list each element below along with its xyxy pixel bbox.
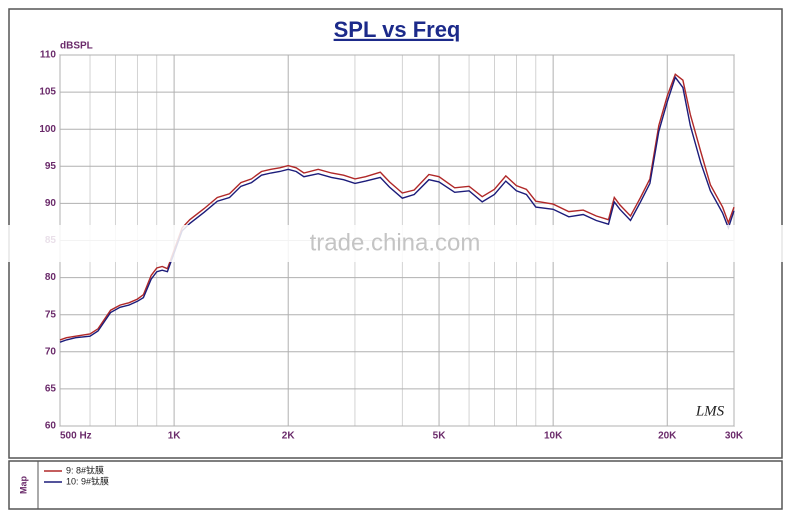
x-tick-label: 30K xyxy=(725,431,744,442)
x-tick-label: 2K xyxy=(282,431,296,442)
chart-title: SPL vs Freq xyxy=(334,17,461,42)
series-line xyxy=(59,75,735,343)
legend-frame xyxy=(8,460,783,510)
legend-entry: 10: 9#钛膜 xyxy=(66,475,109,486)
y-axis-label: dBSPL xyxy=(60,41,93,52)
y-tick-label: 105 xyxy=(39,87,56,98)
x-tick-label: 20K xyxy=(658,431,677,442)
y-tick-label: 100 xyxy=(39,124,56,135)
watermark: trade.china.com xyxy=(310,229,481,256)
y-tick-label: 110 xyxy=(40,50,57,61)
series-line xyxy=(59,73,735,341)
x-tick-label: 500 Hz xyxy=(60,431,92,442)
y-tick-label: 80 xyxy=(45,272,57,283)
y-tick-label: 70 xyxy=(45,346,57,357)
watermark-band xyxy=(0,225,789,262)
logo: LMS xyxy=(695,403,725,419)
x-tick-label: 1K xyxy=(168,431,182,442)
legend-label: Map xyxy=(18,475,28,494)
legend-entry: 9: 8#钛膜 xyxy=(66,464,104,475)
y-tick-label: 60 xyxy=(45,421,57,432)
x-tick-label: 5K xyxy=(433,431,447,442)
y-tick-label: 65 xyxy=(45,384,57,395)
y-tick-label: 95 xyxy=(45,161,57,172)
y-tick-label: 90 xyxy=(45,198,57,209)
y-tick-label: 75 xyxy=(45,309,57,320)
x-tick-label: 10K xyxy=(544,431,563,442)
